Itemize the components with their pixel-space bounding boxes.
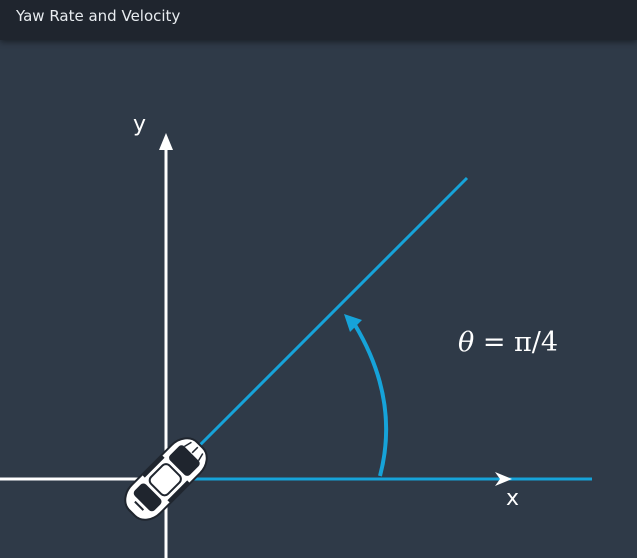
angle-arc-arrowhead <box>344 314 362 332</box>
title-bar: Yaw Rate and Velocity <box>0 0 637 40</box>
angle-symbol: θ <box>458 327 475 358</box>
x-axis-label: x <box>506 486 520 511</box>
angle-formula: θ = π/4 <box>458 327 558 358</box>
window-title: Yaw Rate and Velocity <box>16 7 181 25</box>
diagram-svg <box>0 133 592 558</box>
x-axis-arrowhead <box>495 472 512 486</box>
y-axis-arrowhead <box>159 133 173 150</box>
angle-value: = π/4 <box>474 327 559 358</box>
angle-arc <box>353 323 389 477</box>
heading-line <box>164 176 469 481</box>
y-axis-label: y <box>133 112 147 137</box>
car-top-view-icon <box>124 437 208 521</box>
diagram-canvas: y x θ = π/4 <box>0 40 637 558</box>
